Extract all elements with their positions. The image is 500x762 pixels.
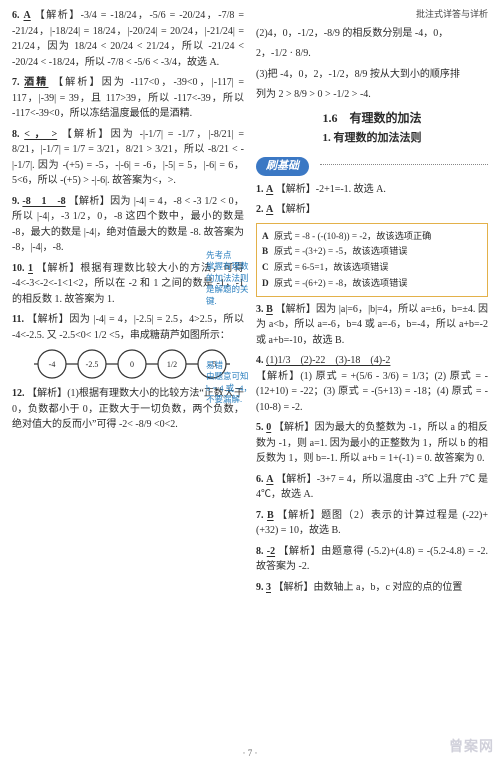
body: 【解析】题图（2）表示的计算过程是 (-22)+(+32) = 10，故选 B. (256, 510, 488, 537)
answer: -2 (267, 546, 275, 557)
page-header: 批注式详答与详析 (256, 8, 488, 22)
num: 7. (12, 77, 20, 88)
r-problem-6: 6. A 【解析】-3+7 = 4，所以温度由 -3℃ 上升 7℃ 是 4℃，故… (256, 472, 488, 503)
body: 【解析】因为 |a|=6，|b|=4，所以 a=±6，b=±4. 因为 a<b，… (256, 304, 488, 346)
basics-pill: 刷基础 (256, 157, 309, 176)
body: 【解析】 (276, 204, 316, 215)
num: 12. (12, 388, 25, 399)
num: 7. (256, 510, 264, 521)
body: 【解析】(1) 原式 = +(5/6 - 3/6) = 1/3；(2) 原式 =… (256, 371, 488, 413)
section-title: 1.6 有理数的加法 (256, 109, 488, 128)
num: 8. (256, 546, 264, 557)
svg-text:1/2: 1/2 (167, 360, 177, 369)
num: 10. (12, 263, 25, 274)
body: 【解析】-3/4 = -18/24，-5/6 = -20/24，-7/8 = -… (12, 10, 244, 68)
pointer-icon: 先考点 (206, 250, 232, 260)
answer: < ， > (24, 129, 57, 140)
problem-8: 8. < ， > 【解析】因为 -|-1/7| = -1/7，|-8/21| =… (12, 127, 244, 189)
num: 4. (256, 355, 264, 366)
cont-3: (3)把 -4，0，2，-1/2，8/9 按从大到小的顺序排 (256, 67, 488, 83)
r-problem-7: 7. B 【解析】题图（2）表示的计算过程是 (-22)+(+32) = 10，… (256, 508, 488, 539)
num: 11. (12, 314, 24, 325)
r-problem-2: 2. A 【解析】 (256, 202, 488, 218)
margin-note-1: 先考点 掌握有理数的加法法则是解题的关键. (206, 250, 254, 307)
answer: 酒精 (24, 77, 48, 88)
r-problem-8: 8. -2 【解析】由题意得 (-5.2)+(4.8) = -(5.2-4.8)… (256, 544, 488, 575)
answer: B (266, 304, 273, 315)
body: 【解析】由数轴上 a，b，c 对应的点的位置 (274, 582, 463, 593)
cont-4: 列为 2 > 8/9 > 0 > -1/2 > -4. (256, 87, 488, 103)
body: 【解析】-2+1=-1. 故选 A. (276, 184, 386, 195)
r-problem-1: 1. A 【解析】-2+1=-1. 故选 A. (256, 182, 488, 198)
r-problem-3: 3. B 【解析】因为 |a|=6，|b|=4，所以 a=±6，b=±4. 因为… (256, 302, 488, 349)
body: 【解析】-3+7 = 4，所以温度由 -3℃ 上升 7℃ 是 4℃，故选 A. (256, 474, 488, 501)
problem-7: 7. 酒精 【解析】因为 -117<0，-39<0，|-117| = 117，|… (12, 75, 244, 122)
answer: B (267, 510, 274, 521)
num: 9. (12, 196, 20, 207)
section-subtitle: 1. 有理数的加法法则 (256, 130, 488, 147)
note-text: 由题意可知 b = 4 或 -4，不要漏解. (206, 371, 252, 404)
num: 2. (256, 204, 264, 215)
num: 1. (256, 184, 264, 195)
answer: A (266, 184, 273, 195)
margin-note-2: 易错 由题意可知 b = 4 或 -4，不要漏解. (206, 360, 254, 406)
problem-6: 6. A 【解析】-3/4 = -18/24，-5/6 = -20/24，-7/… (12, 8, 244, 70)
answer: 3 (266, 582, 271, 593)
num: 6. (256, 474, 264, 485)
svg-text:0: 0 (130, 360, 134, 369)
r-problem-5: 5. 0 【解析】因为最大的负整数为 -1，所以 a 的相反数为 -1，则 a=… (256, 420, 488, 467)
answer: A (24, 10, 31, 21)
answer: A (266, 204, 273, 215)
r-problem-4: 4. (1)1/3 (2)-22 (3)-18 (4)-2 【解析】(1) 原式… (256, 353, 488, 415)
answer: -8 1 -8 (22, 196, 65, 207)
note-text: 掌握有理数的加法法则是解题的关键. (206, 261, 249, 305)
page-footer: · 7 · (0, 748, 500, 758)
problem-9: 9. -8 1 -8 【解析】因为 |-4| = 4，-8 < -3 1/2 <… (12, 194, 244, 256)
opt-b: 原式 = -(3+2) = -5，故该选项错误 (274, 246, 407, 256)
r-problem-9: 9. 3 【解析】由数轴上 a，b，c 对应的点的位置 (256, 580, 488, 596)
answer: 1 (28, 263, 33, 274)
answers: (1)1/3 (2)-22 (3)-18 (4)-2 (266, 355, 390, 366)
cont-2: 2，-1/2 · 8/9. (256, 46, 488, 62)
option-box: A原式 = -8 - (-(10-8)) = -2，故该选项正确 B原式 = -… (256, 223, 488, 297)
num: 5. (256, 422, 264, 433)
svg-text:-2.5: -2.5 (86, 360, 99, 369)
body: 【解析】因为最大的负整数为 -1，所以 a 的相反数为 -1，则 a=1. 因为… (256, 422, 488, 464)
answer: A (266, 474, 273, 485)
num: 9. (256, 582, 264, 593)
num: 8. (12, 129, 20, 140)
svg-text:-4: -4 (49, 360, 56, 369)
opt-c: 原式 = 6-5=1，故该选项错误 (274, 262, 389, 272)
num: 3. (256, 304, 264, 315)
answer: 0 (266, 422, 271, 433)
cont-1: (2)4，0，-1/2，-8/9 的相反数分别是 -4，0， (256, 26, 488, 42)
watermark: 曾案网 (449, 736, 494, 756)
opt-d: 原式 = -(6+2) = -8，故该选项错误 (274, 278, 407, 288)
num: 6. (12, 10, 20, 21)
opt-a: 原式 = -8 - (-(10-8)) = -2，故该选项正确 (274, 231, 431, 241)
pointer-icon: 易错 (206, 360, 223, 370)
pill-row: 刷基础 (256, 153, 488, 182)
body: 【解析】由题意得 (-5.2)+(4.8) = -(5.2-4.8) = -2.… (256, 546, 488, 573)
body: 【解析】因为 |-4| = 4，|-2.5| = 2.5，4>2.5，所以 -4… (12, 314, 244, 341)
